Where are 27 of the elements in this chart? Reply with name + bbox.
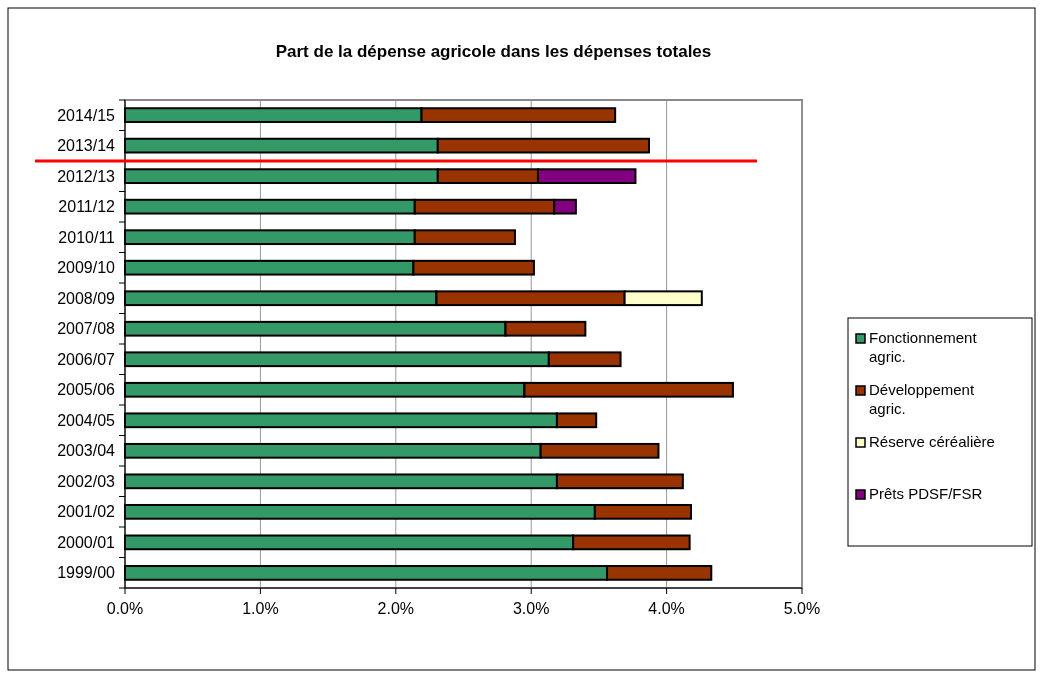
y-tick-label: 2013/14 [57,137,116,155]
legend-label: Fonctionnement agric. [869,329,978,366]
legend-label: Développement agric. [869,381,975,418]
x-tick-label: 3.0% [512,600,550,617]
y-tick-label: 2012/13 [57,167,116,185]
chart-title: Part de la dépense agricole dans les dépenses totales [275,42,712,61]
y-tick-label: 2004/05 [57,411,116,429]
y-tick-label: 2002/03 [57,472,116,490]
legend-label: Réserve céréalière [869,433,995,451]
x-tick-label: 4.0% [648,600,685,617]
x-tick-label: 2.0% [377,600,415,617]
y-tick-label: 2003/04 [57,442,116,460]
y-tick-label: 2006/07 [57,350,116,368]
x-tick-label: 1.0% [242,600,279,617]
y-tick-label: 2010/11 [58,228,116,246]
x-tick-label: 0.0% [106,600,144,617]
y-tick-label: 2009/10 [57,259,116,277]
legend-label: Prêts PDSF/FSR [869,485,983,503]
y-tick-label: 2014/15 [57,106,116,124]
y-tick-label: 2008/09 [57,289,116,307]
y-tick-label: 2011/12 [58,198,116,216]
y-tick-label: 1999/00 [57,564,116,582]
y-tick-label: 2007/08 [57,320,116,338]
x-tick-label: 5.0% [783,600,821,617]
y-tick-label: 2000/01 [57,533,116,551]
y-tick-label: 2005/06 [57,381,116,399]
y-tick-label: 2001/02 [57,503,116,521]
